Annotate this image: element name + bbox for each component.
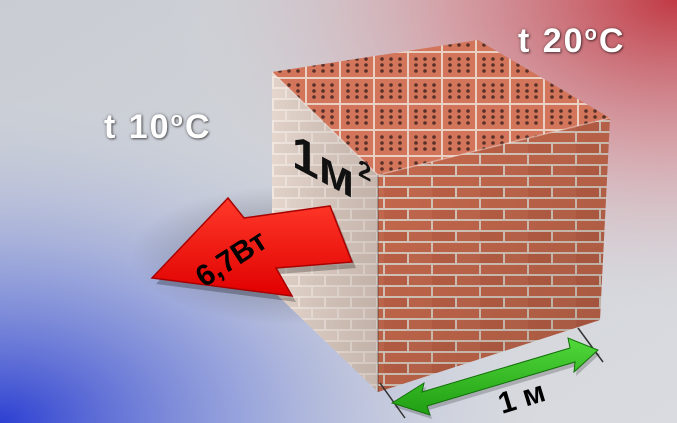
cube-top-face <box>272 40 610 175</box>
temperature-warm-label: t 20oC <box>518 22 625 61</box>
heat-flow-arrow-icon: 6,7Вт <box>150 196 356 302</box>
temperature-cold-unit: C <box>184 108 212 146</box>
temperature-warm-value: t 20 <box>518 22 585 60</box>
degree-sign: o <box>170 109 185 131</box>
temperature-cold-label: t 10oC <box>104 108 211 147</box>
area-label-exponent: 2 <box>358 155 371 188</box>
temperature-warm-unit: C <box>598 22 626 60</box>
temperature-cold-value: t 10 <box>104 108 171 146</box>
degree-sign: o <box>584 23 599 45</box>
